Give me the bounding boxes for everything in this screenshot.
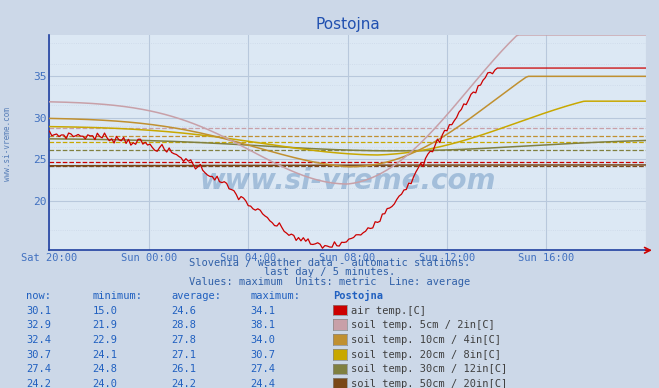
Text: 32.9: 32.9 xyxy=(26,320,51,330)
Text: soil temp. 20cm / 8in[C]: soil temp. 20cm / 8in[C] xyxy=(351,350,501,360)
Text: 30.7: 30.7 xyxy=(26,350,51,360)
Text: 34.1: 34.1 xyxy=(250,305,275,315)
Text: soil temp. 30cm / 12in[C]: soil temp. 30cm / 12in[C] xyxy=(351,364,507,374)
Text: 24.2: 24.2 xyxy=(171,379,196,388)
Text: 24.2: 24.2 xyxy=(26,379,51,388)
Text: soil temp. 50cm / 20in[C]: soil temp. 50cm / 20in[C] xyxy=(351,379,507,388)
Text: now:: now: xyxy=(26,291,51,301)
Text: air temp.[C]: air temp.[C] xyxy=(351,305,426,315)
Text: 24.0: 24.0 xyxy=(92,379,117,388)
Text: 27.8: 27.8 xyxy=(171,335,196,345)
Text: 38.1: 38.1 xyxy=(250,320,275,330)
Text: 15.0: 15.0 xyxy=(92,305,117,315)
Text: 32.4: 32.4 xyxy=(26,335,51,345)
Text: www.si-vreme.com: www.si-vreme.com xyxy=(200,167,496,195)
Text: 24.6: 24.6 xyxy=(171,305,196,315)
Text: 21.9: 21.9 xyxy=(92,320,117,330)
Text: 24.8: 24.8 xyxy=(92,364,117,374)
Text: minimum:: minimum: xyxy=(92,291,142,301)
Text: Values: maximum  Units: metric  Line: average: Values: maximum Units: metric Line: aver… xyxy=(189,277,470,287)
Text: 27.1: 27.1 xyxy=(171,350,196,360)
Text: 24.1: 24.1 xyxy=(92,350,117,360)
Text: 30.7: 30.7 xyxy=(250,350,275,360)
Text: Slovenia / weather data - automatic stations.: Slovenia / weather data - automatic stat… xyxy=(189,258,470,268)
Text: 27.4: 27.4 xyxy=(250,364,275,374)
Text: maximum:: maximum: xyxy=(250,291,301,301)
Text: 34.0: 34.0 xyxy=(250,335,275,345)
Title: Postojna: Postojna xyxy=(315,17,380,32)
Text: www.si-vreme.com: www.si-vreme.com xyxy=(3,107,13,180)
Text: 22.9: 22.9 xyxy=(92,335,117,345)
Text: last day / 5 minutes.: last day / 5 minutes. xyxy=(264,267,395,277)
Text: average:: average: xyxy=(171,291,221,301)
Text: 30.1: 30.1 xyxy=(26,305,51,315)
Text: 27.4: 27.4 xyxy=(26,364,51,374)
Text: soil temp. 10cm / 4in[C]: soil temp. 10cm / 4in[C] xyxy=(351,335,501,345)
Text: 26.1: 26.1 xyxy=(171,364,196,374)
Text: soil temp. 5cm / 2in[C]: soil temp. 5cm / 2in[C] xyxy=(351,320,494,330)
Text: 28.8: 28.8 xyxy=(171,320,196,330)
Text: 24.4: 24.4 xyxy=(250,379,275,388)
Text: Postojna: Postojna xyxy=(333,290,383,301)
